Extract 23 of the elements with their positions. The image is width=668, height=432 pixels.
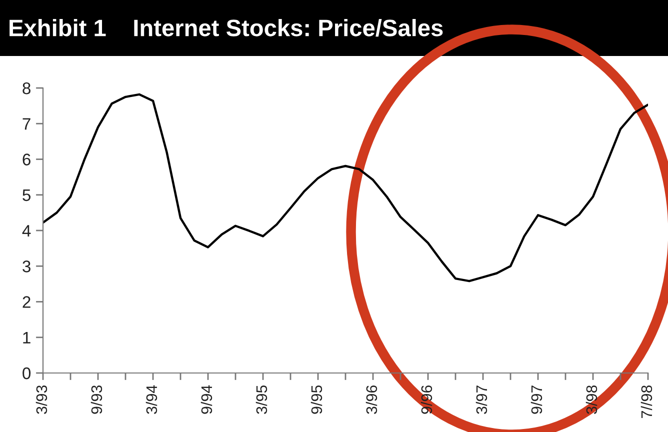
- x-tick-label: 9/97: [530, 386, 542, 414]
- x-tick-label: 3/93: [36, 385, 48, 414]
- y-tick-label: 0: [22, 367, 31, 380]
- x-tick-label: 9/93: [90, 385, 102, 414]
- x-tick-label: 3/96: [366, 385, 378, 414]
- y-tick-label: 1: [23, 332, 30, 344]
- x-tick-label: 3/98: [586, 385, 598, 414]
- y-tick-label: 2: [22, 296, 30, 308]
- line-series: [43, 93, 648, 282]
- x-tick-label: 9/96: [420, 385, 432, 414]
- x-tick-label: 9/95: [310, 385, 322, 414]
- x-tick-label: 3/97: [476, 386, 488, 414]
- x-tick-label: 3/95: [256, 385, 268, 414]
- y-tick-label: 3: [22, 260, 30, 272]
- x-tick-label: 7//98: [640, 385, 652, 418]
- y-tick-label: 4: [22, 225, 31, 237]
- y-tick-label: 5: [22, 189, 30, 202]
- y-tick-label: 8: [22, 82, 30, 94]
- x-tick-label: 9/94: [200, 385, 212, 414]
- chart-title: Exhibit 1 Internet Stocks: Price/Sales: [10, 18, 443, 37]
- y-tick-label: 6: [22, 154, 30, 166]
- x-tick-label: 3/94: [146, 385, 158, 414]
- y-tick-label: 7: [22, 118, 30, 130]
